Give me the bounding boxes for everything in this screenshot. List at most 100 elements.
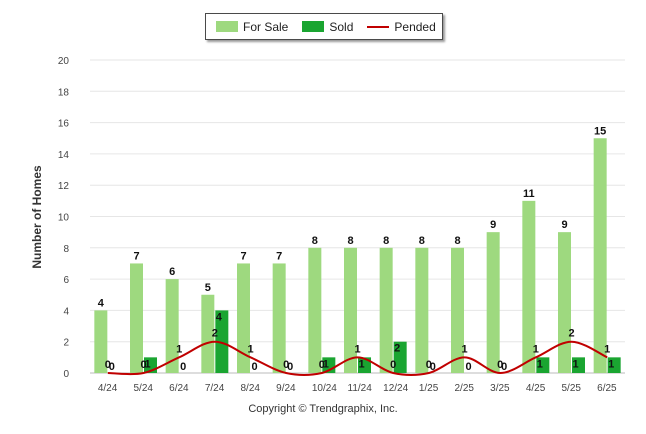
data-label-sold: 0 — [501, 361, 507, 373]
bar-sold — [572, 357, 585, 373]
y-tick-label: 4 — [63, 306, 69, 317]
data-label-sold: 1 — [572, 358, 578, 370]
bar-for-sale — [379, 247, 393, 373]
legend-label-sold: Sold — [329, 19, 354, 34]
y-tick-label: 6 — [63, 275, 69, 286]
y-tick-label: 10 — [58, 213, 70, 224]
x-tick-label: 5/25 — [562, 383, 582, 394]
data-label-pended: 0 — [497, 359, 503, 371]
data-label-pended: 0 — [319, 359, 325, 371]
bar-for-sale — [201, 294, 215, 373]
bar-for-sale — [308, 247, 322, 373]
data-label-for-sale: 4 — [98, 297, 105, 309]
data-label-for-sale: 8 — [419, 235, 425, 247]
data-label-for-sale: 8 — [383, 235, 389, 247]
y-tick-label: 12 — [58, 181, 70, 192]
data-label-sold: 1 — [358, 358, 364, 370]
data-label-pended: 1 — [604, 343, 610, 355]
data-label-pended: 0 — [105, 359, 111, 371]
data-label-pended: 1 — [247, 343, 253, 355]
data-label-for-sale: 8 — [347, 235, 353, 247]
data-label-pended: 0 — [140, 359, 146, 371]
bar-sold — [536, 357, 550, 373]
x-tick-label: 5/24 — [134, 383, 154, 394]
legend-item-pended[interactable]: Pended — [367, 19, 436, 34]
data-label-sold: 0 — [251, 361, 257, 373]
data-label-sold: 2 — [394, 343, 400, 355]
y-axis-label: Number of Homes — [30, 165, 44, 269]
legend-swatch-sold — [302, 21, 325, 32]
x-tick-label: 4/25 — [526, 383, 546, 394]
data-label-for-sale: 7 — [133, 250, 139, 262]
data-label-pended: 2 — [568, 328, 574, 340]
y-tick-label: 2 — [63, 338, 69, 349]
data-label-for-sale: 8 — [454, 235, 460, 247]
data-label-sold: 4 — [216, 311, 223, 323]
legend-item-sold[interactable]: Sold — [302, 20, 353, 34]
data-label-sold: 0 — [430, 361, 436, 373]
x-tick-label: 11/24 — [348, 383, 373, 394]
data-label-sold: 1 — [144, 358, 150, 370]
data-label-pended: 1 — [354, 343, 360, 355]
x-tick-labels: 4/24 5/24 6/24 7/24 8/24 9/24 10/24 11/24 12/24 1… — [98, 383, 617, 394]
x-tick-label: 3/25 — [490, 383, 510, 394]
bar-for-sale — [130, 263, 143, 373]
y-tick-label: 18 — [58, 87, 70, 98]
x-tick-label: 6/24 — [169, 383, 189, 394]
x-tick-label: 6/25 — [597, 383, 617, 394]
bar-for-sale — [451, 247, 464, 373]
data-label-sold: 0 — [180, 361, 186, 373]
bar-for-sale — [486, 232, 500, 373]
legend: For Sale Sold Pended — [205, 13, 443, 40]
data-label-sold: 1 — [323, 358, 329, 370]
bar-for-sale — [272, 263, 286, 373]
data-label-for-sale: 7 — [240, 250, 246, 262]
y-tick-label: 16 — [58, 119, 70, 130]
data-label-for-sale: 9 — [490, 219, 496, 231]
data-label-sold: 0 — [109, 361, 115, 373]
legend-item-for-sale[interactable]: For Sale — [216, 20, 288, 34]
copyright-footer: Copyright © Trendgraphix, Inc. — [248, 403, 398, 415]
x-tick-label: 10/24 — [312, 383, 337, 394]
legend-label-pended: Pended — [394, 19, 436, 34]
data-label-for-sale: 8 — [312, 235, 318, 247]
pended-line — [107, 340, 608, 376]
bar-for-sale — [522, 200, 536, 373]
bar-for-sale — [344, 247, 357, 373]
data-label-sold: 1 — [608, 358, 614, 370]
bar-for-sale — [415, 247, 429, 373]
data-label-pended: 0 — [283, 359, 289, 371]
y-tick-label: 0 — [63, 369, 69, 380]
data-label-pended: 1 — [461, 343, 467, 355]
y-tick-label: 14 — [58, 150, 70, 161]
bar-sold — [215, 310, 229, 373]
bar-sold — [393, 341, 407, 373]
x-tick-label: 7/24 — [205, 383, 225, 394]
data-label-for-sale: 11 — [523, 188, 535, 200]
data-label-for-sale: 6 — [169, 266, 175, 278]
x-tick-label: 12/24 — [383, 383, 408, 394]
data-label-for-sale: 15 — [594, 125, 606, 137]
bar-for-sale — [558, 232, 571, 373]
x-tick-label: 2/25 — [455, 383, 475, 394]
data-label-pended: 0 — [390, 359, 396, 371]
x-tick-label: 4/24 — [98, 383, 118, 394]
y-tick-label: 8 — [63, 244, 69, 255]
data-label-for-sale: 7 — [276, 250, 282, 262]
data-label-pended: 1 — [533, 343, 539, 355]
data-label-sold: 0 — [465, 361, 471, 373]
x-tick-label: 8/24 — [241, 383, 261, 394]
pended-line-group — [107, 340, 608, 376]
bars — [94, 138, 621, 373]
y-tick-label: 20 — [58, 56, 70, 67]
legend-label-for-sale: For Sale — [243, 19, 289, 34]
bar-for-sale — [593, 138, 607, 373]
bar-sold — [607, 357, 621, 373]
bar-for-sale — [165, 279, 179, 373]
x-tick-label: 9/24 — [276, 383, 296, 394]
bar-for-sale — [237, 263, 250, 373]
data-label-sold: 0 — [287, 361, 293, 373]
bar-for-sale — [94, 310, 108, 373]
